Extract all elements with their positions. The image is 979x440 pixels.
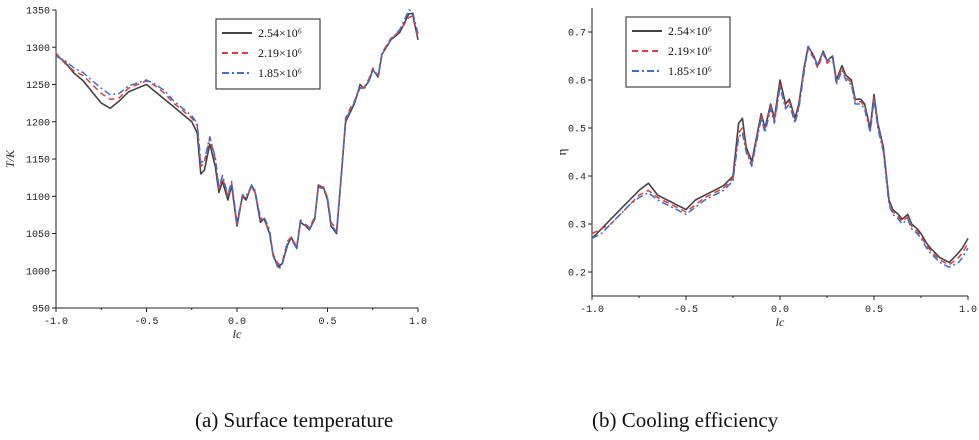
series-line-2 — [591, 48, 969, 266]
legend-label-1: 2.54×10⁶ — [668, 24, 712, 38]
y-tick-label: 0.6 — [568, 77, 586, 88]
legend-label-2: 2.19×10⁶ — [668, 44, 712, 58]
x-tick-label: -1.0 — [44, 317, 68, 328]
x-tick-label: -0.5 — [134, 317, 158, 328]
x-tick-label: 1.0 — [959, 305, 977, 316]
y-tick-label: 1300 — [26, 44, 50, 55]
caption-b: (b) Cooling efficiency — [592, 408, 779, 432]
y-tick-label: 1350 — [26, 7, 50, 18]
y-tick-label: 0.2 — [568, 269, 586, 280]
x-tick-label: 1.0 — [409, 317, 427, 328]
y-tick-label: 1050 — [26, 230, 50, 241]
x-tick-label: 0.5 — [318, 317, 336, 328]
x-axis-label: lc — [233, 327, 242, 341]
chart-cooling-efficiency: -1.0 -0.5 0.0 0.5 1.0 0.2 0.3 0.4 0.5 0.6 0.7 lc η 2.… — [554, 8, 977, 329]
x-tick-label: -1.0 — [580, 305, 604, 316]
x-tick-label: 0.0 — [771, 305, 789, 316]
legend-label-3: 1.85×10⁶ — [258, 66, 302, 80]
x-tick-label: -0.5 — [674, 305, 698, 316]
y-tick-label: 950 — [32, 305, 50, 316]
legend-label-3: 1.85×10⁶ — [668, 64, 712, 78]
y-tick-label: 0.7 — [568, 29, 586, 40]
legend-box — [215, 18, 321, 90]
series-line-3 — [55, 9, 419, 271]
caption-a: (a) Surface temperature — [195, 408, 394, 432]
chart-surface-temperature: -1.0 -0.5 0.0 0.5 1.0 950 1000 1050 1100 1150 1200… — [3, 7, 427, 342]
series-line-3 — [591, 45, 969, 268]
x-axis-label: lc — [776, 315, 785, 329]
y-tick-label: 0.5 — [568, 125, 586, 136]
y-tick-label: 1200 — [26, 118, 50, 129]
legend-label-1: 2.54×10⁶ — [258, 26, 302, 40]
y-axis-label: η — [554, 148, 569, 155]
y-axis-label: T/K — [3, 149, 17, 168]
x-tick-label: 0.0 — [228, 317, 246, 328]
y-tick-label: 1250 — [26, 81, 50, 92]
y-tick-label: 0.4 — [568, 173, 586, 184]
y-tick-label: 1150 — [26, 156, 50, 167]
y-tick-label: 1100 — [26, 193, 50, 204]
legend-label-2: 2.19×10⁶ — [258, 46, 302, 60]
y-tick-label: 1000 — [26, 267, 50, 278]
x-tick-label: 0.5 — [865, 305, 883, 316]
y-tick-label: 0.3 — [568, 221, 586, 232]
